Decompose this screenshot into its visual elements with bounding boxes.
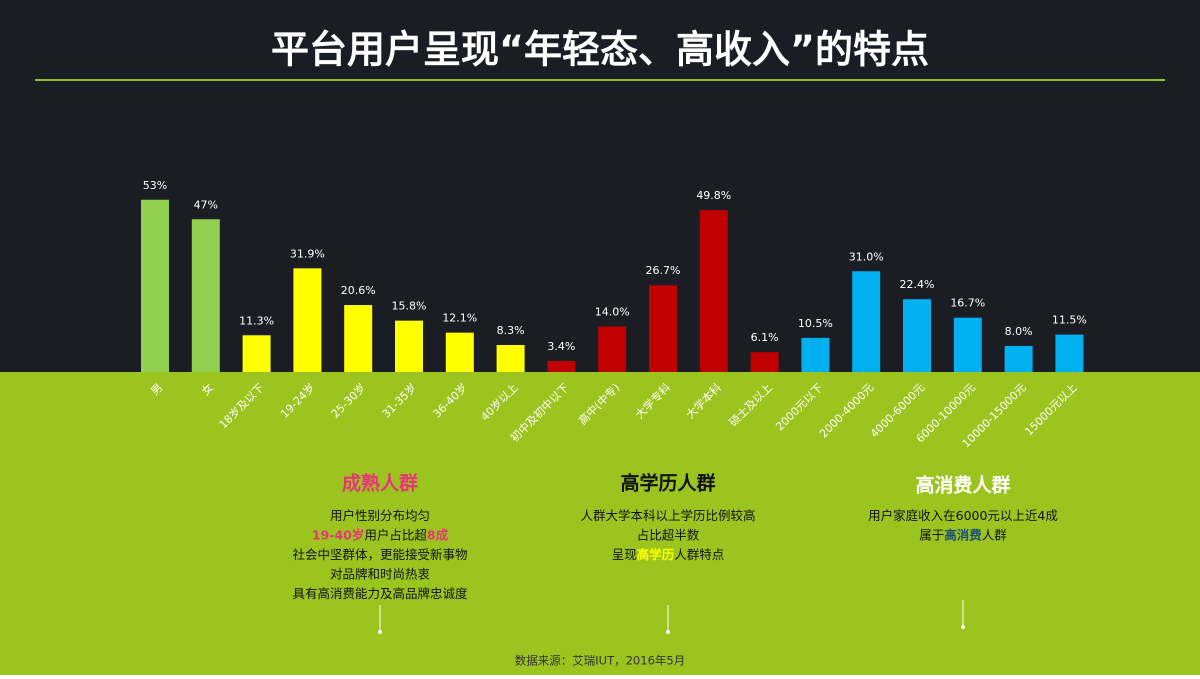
title: 平台用户呈现“年轻态、高收入”的特点 xyxy=(271,28,929,72)
value-label: 11.3% xyxy=(239,314,274,327)
annotation-line: 用户家庭收入在6000元以上近4成 xyxy=(868,508,1058,523)
annotation-text: 高消费 xyxy=(944,527,982,542)
annotation-text: 人群特点 xyxy=(674,547,724,562)
group-heading: 高消费人群 xyxy=(915,474,1010,497)
source: 数据来源：艾瑞IUT，2016年5月 xyxy=(515,654,685,668)
annotation-text: 呈现 xyxy=(612,547,637,562)
bar xyxy=(953,317,982,372)
bar xyxy=(1055,334,1084,372)
annotation-line: 对品牌和时尚热衷 xyxy=(330,566,430,581)
connector-dot xyxy=(378,630,382,634)
annotation-line: 用户性别分布均匀 xyxy=(330,508,430,523)
annotation-text: 人群 xyxy=(982,527,1008,542)
value-label: 10.5% xyxy=(798,317,833,330)
value-label: 15.8% xyxy=(392,300,427,313)
value-label: 31.0% xyxy=(849,250,884,263)
annotation-line: 19-40岁用户占比超8成 xyxy=(312,527,449,542)
annotation-text: 用户家庭收入在6000元以上近4成 xyxy=(868,508,1058,523)
annotation-text: 属于 xyxy=(919,527,944,542)
value-label: 31.9% xyxy=(290,247,325,260)
annotation-text: 高学历 xyxy=(637,547,675,562)
value-label: 16.7% xyxy=(950,297,985,310)
bar xyxy=(141,199,169,372)
bar xyxy=(496,345,525,372)
annotation-text: 占比超半数 xyxy=(637,527,700,542)
bar xyxy=(750,352,779,372)
bar xyxy=(852,271,881,372)
annotation-line: 社会中坚群体，更能接受新事物 xyxy=(292,547,467,562)
bar xyxy=(1004,346,1033,372)
annotation-line: 呈现高学历人群特点 xyxy=(612,547,725,562)
bar xyxy=(445,332,474,372)
value-label: 49.8% xyxy=(696,189,731,202)
annotation-text: 对品牌和时尚热衷 xyxy=(330,566,430,581)
bar xyxy=(801,337,830,372)
annotation-text: 用户性别分布均匀 xyxy=(330,508,430,523)
annotation-line: 具有高消费能力及高品牌忠诚度 xyxy=(292,586,468,601)
annotation-text: 具有高消费能力及高品牌忠诚度 xyxy=(292,586,468,601)
bottom-background xyxy=(0,372,1200,675)
connectors xyxy=(378,600,965,634)
bar xyxy=(293,268,322,372)
bar xyxy=(598,326,627,372)
value-label: 20.6% xyxy=(341,284,376,297)
value-label: 14.0% xyxy=(595,306,630,319)
annotation-line: 人群大学本科以上学历比例较高 xyxy=(580,508,755,523)
annotation-line: 属于高消费人群 xyxy=(919,527,1007,542)
value-label: 6.1% xyxy=(751,331,779,344)
annotation-text: 用户占比超 xyxy=(364,527,427,542)
value-label: 22.4% xyxy=(900,278,935,291)
annotation-text: 人群大学本科以上学历比例较高 xyxy=(580,508,755,523)
value-label: 53% xyxy=(143,179,167,192)
bar xyxy=(903,299,931,372)
bar xyxy=(344,305,373,372)
value-label: 3.4% xyxy=(547,340,575,353)
value-label: 8.0% xyxy=(1005,325,1033,338)
bar xyxy=(649,285,677,372)
group-heading: 成熟人群 xyxy=(342,472,418,495)
value-label: 8.3% xyxy=(497,324,525,337)
annotation-text: 19-40岁 xyxy=(312,527,364,542)
bar xyxy=(191,219,220,372)
bar xyxy=(547,360,576,372)
value-label: 11.5% xyxy=(1052,314,1087,327)
connector-dot xyxy=(666,630,670,634)
bar xyxy=(242,335,271,372)
value-label: 12.1% xyxy=(442,312,477,325)
bar xyxy=(395,320,423,372)
annotation-line: 占比超半数 xyxy=(637,527,700,542)
annotation-text: 社会中坚群体，更能接受新事物 xyxy=(292,547,467,562)
value-label: 26.7% xyxy=(646,264,681,277)
group-heading: 高学历人群 xyxy=(620,472,715,495)
connector-dot xyxy=(961,625,965,629)
annotation-text: 8成 xyxy=(427,527,449,542)
bar xyxy=(699,210,728,372)
value-label: 47% xyxy=(194,198,218,211)
